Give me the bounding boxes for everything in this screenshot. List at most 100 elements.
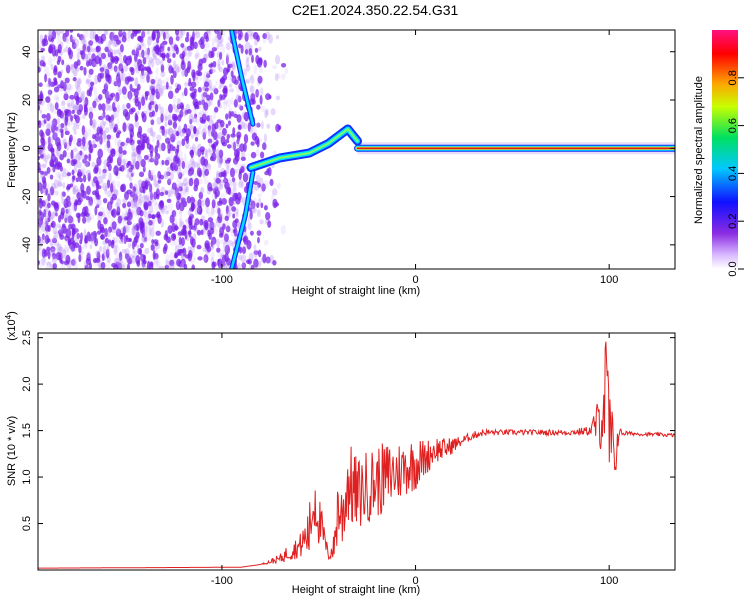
noise-speckle (69, 34, 73, 43)
noise-speckle (228, 177, 234, 186)
noise-speckle (91, 48, 97, 53)
noise-speckle (167, 190, 172, 198)
noise-speckle (231, 62, 236, 72)
noise-speckle (66, 158, 71, 164)
noise-speckle (245, 64, 251, 72)
noise-speckle (262, 253, 267, 264)
noise-speckle (84, 212, 90, 217)
noise-speckle (144, 71, 150, 77)
noise-speckle (244, 49, 249, 55)
noise-speckle (160, 47, 165, 53)
noise-speckle (118, 251, 123, 262)
noise-speckle (203, 46, 208, 53)
noise-speckle (107, 62, 113, 70)
noise-speckle (126, 168, 132, 174)
noise-speckle (172, 53, 176, 58)
noise-speckle (232, 178, 236, 184)
steep-branch-lower (229, 169, 256, 269)
noise-speckle (207, 129, 212, 134)
noise-speckle (266, 123, 271, 129)
noise-speckle (176, 177, 182, 187)
noise-speckle (97, 197, 102, 207)
noise-speckle (115, 189, 119, 196)
noise-speckle (207, 149, 212, 156)
noise-speckle (222, 87, 228, 94)
noise-speckle (168, 127, 173, 137)
noise-speckle (153, 259, 160, 268)
colorbar-tick-label: 0.2 (727, 214, 739, 229)
noise-speckle (91, 140, 96, 148)
noise-speckle (57, 71, 62, 79)
noise-speckle (253, 244, 257, 252)
noise-speckle (103, 30, 107, 36)
noise-speckle (38, 218, 43, 227)
noise-speckle (179, 109, 184, 118)
noise-speckle (152, 174, 157, 182)
noise-speckle (168, 43, 175, 52)
noise-speckle (211, 193, 217, 202)
noise-speckle (82, 158, 87, 164)
noise-speckle (86, 185, 91, 195)
noise-speckle (192, 116, 198, 123)
noise-speckle (106, 134, 112, 140)
noise-speckle (168, 65, 173, 74)
noise-speckle (125, 59, 130, 65)
noise-speckle (72, 137, 77, 145)
noise-speckle (82, 36, 86, 45)
noise-speckle (155, 88, 159, 94)
colorbar-tick-label: 0.0 (727, 261, 739, 276)
noise-speckle (220, 135, 226, 145)
noise-speckle (253, 258, 259, 268)
noise-speckle (206, 207, 211, 215)
noise-speckle (83, 158, 88, 167)
noise-speckle (119, 233, 124, 240)
noise-speckle (175, 35, 180, 42)
colorbar-tick-label: 0.6 (727, 118, 739, 133)
noise-speckle (63, 90, 67, 99)
noise-speckle (162, 31, 166, 41)
noise-speckle (231, 177, 236, 183)
noise-speckle (155, 247, 159, 255)
noise-speckle (72, 184, 79, 193)
noise-speckle (69, 205, 73, 215)
noise-speckle (55, 96, 60, 103)
noise-speckle (269, 178, 274, 187)
noise-speckle (46, 262, 51, 267)
noise-speckle (254, 47, 259, 53)
noise-speckle (175, 66, 181, 73)
noise-speckle (195, 49, 200, 58)
noise-speckle (224, 244, 231, 255)
noise-speckle (130, 170, 135, 176)
noise-speckle (151, 239, 155, 245)
noise-speckle (44, 73, 48, 83)
noise-speckle (261, 183, 266, 192)
noise-speckle (263, 205, 268, 211)
noise-speckle (174, 87, 179, 94)
noise-speckle (48, 265, 53, 269)
noise-speckle (200, 229, 204, 236)
noise-speckle (178, 210, 183, 219)
noise-speckle (92, 235, 98, 242)
noise-speckle (85, 79, 89, 85)
noise-speckle (231, 241, 236, 248)
noise-speckle (176, 192, 181, 201)
noise-speckle (51, 255, 57, 265)
noise-speckle (166, 166, 172, 172)
noise-speckle (38, 221, 44, 228)
noise-speckle (131, 199, 138, 207)
noise-speckle (95, 250, 101, 257)
noise-speckle (174, 155, 180, 165)
noise-speckle (76, 103, 82, 112)
noise-speckle (52, 252, 57, 260)
noise-speckle (209, 87, 214, 92)
noise-speckle (196, 147, 201, 155)
noise-speckle (107, 49, 111, 58)
noise-speckle (100, 136, 106, 143)
noise-speckle (102, 168, 107, 174)
noise-speckle (62, 182, 66, 189)
noise-speckle (47, 136, 53, 146)
noise-speckle (193, 88, 197, 94)
noise-speckle (148, 213, 152, 219)
noise-speckle (81, 152, 85, 161)
noise-speckle (225, 265, 230, 269)
